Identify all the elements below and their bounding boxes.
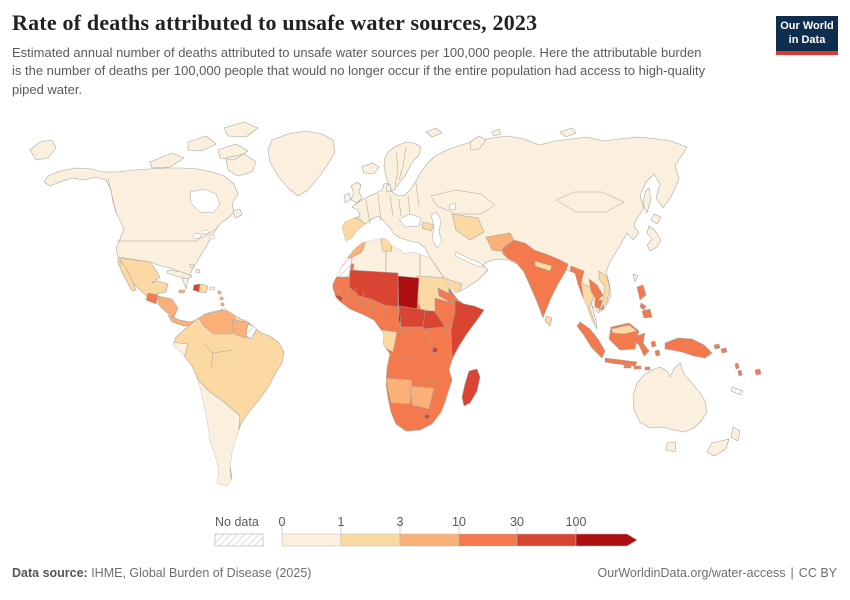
region-madagascar[interactable] [461,368,481,407]
legend-bin-5-arrow[interactable] [575,533,638,547]
legend-tick-3: 10 [452,515,466,529]
legend-bin-3[interactable] [458,533,518,547]
region-australia[interactable] [632,362,708,433]
legend-no-data-swatch [214,533,264,547]
region-cuba[interactable] [166,269,193,280]
region-alaska-wrap[interactable] [29,139,57,161]
great-lakes [192,229,216,240]
north-america-borders [107,177,220,242]
license-link[interactable]: CC BY [798,566,837,580]
region-venezuela[interactable] [196,309,237,335]
region-lesser-antilles[interactable] [217,290,225,307]
region-guatemala[interactable] [145,292,159,305]
region-philippines[interactable] [636,284,653,319]
legend-tick-1: 1 [338,515,345,529]
data-source-text: IHME, Global Burden of Disease (2025) [87,566,312,580]
footer-separator: | [790,566,794,580]
region-greenland[interactable] [267,130,336,197]
region-new-zealand[interactable] [706,426,741,457]
data-source: Data source: IHME, Global Burden of Dise… [12,566,311,580]
region-svalbard[interactable] [425,127,443,138]
eurasia-borders [365,182,625,225]
persian-gulf [454,251,485,268]
region-new-guinea[interactable] [664,337,713,359]
region-uk[interactable] [350,181,363,204]
legend-tick-5: 100 [566,515,587,529]
region-vietnam[interactable] [598,270,611,312]
hudson-bay [189,188,221,214]
region-taiwan[interactable] [632,273,639,283]
region-denmark[interactable] [385,183,392,193]
region-tasmania[interactable] [665,441,677,453]
legend-tick-0: 0 [279,515,286,529]
region-java[interactable] [604,357,638,367]
legend-no-data-label: No data [215,515,259,529]
region-central-asia[interactable] [451,213,485,241]
region-fiji[interactable] [754,368,762,376]
region-nepal[interactable] [534,260,553,272]
region-newfoundland[interactable] [232,208,243,219]
region-lesser-sunda[interactable] [623,364,651,371]
region-burundi[interactable] [431,346,439,354]
chart-title: Rate of deaths attributed to unsafe wate… [12,10,538,35]
region-bahamas[interactable] [189,263,201,274]
caspian-sea [430,211,443,249]
region-japan[interactable] [646,213,662,252]
region-namibia[interactable] [384,377,413,405]
region-honduras-nicaragua[interactable] [157,295,179,318]
legend-bin-4[interactable] [516,533,577,547]
region-lesotho[interactable] [423,413,431,420]
chart-subtitle: Estimated annual number of deaths attrib… [12,45,706,97]
region-new-caledonia[interactable] [730,386,744,396]
region-central-african-republic[interactable] [398,305,426,328]
region-azerbaijan[interactable] [421,221,435,232]
owid-logo-line2: in Data [788,33,826,46]
region-borneo-malaysia[interactable] [610,324,638,335]
region-puerto-rico[interactable] [209,286,216,291]
region-jamaica[interactable] [178,289,186,294]
region-sri-lanka[interactable] [544,315,553,327]
region-new-siberian[interactable] [559,127,577,138]
legend-bin-2[interactable] [399,533,460,547]
legend-tick-2: 3 [397,515,404,529]
region-vanuatu[interactable] [734,362,743,377]
region-scandinavia[interactable] [383,141,422,192]
region-novaya-zemlya[interactable] [469,135,487,151]
owid-url-link[interactable]: OurWorldinData.org/water-access [597,566,786,580]
region-sakhalin[interactable] [642,187,652,214]
region-somalia[interactable] [450,299,484,359]
region-iceland[interactable] [361,162,380,175]
data-source-label: Data source: [12,566,88,580]
africa-borders [346,284,452,385]
south-america-borders [203,343,234,370]
region-baja[interactable] [119,259,137,292]
footer-links: OurWorldinData.org/water-access | CC BY [598,566,837,580]
legend-tick-4: 30 [510,515,524,529]
region-sumatra[interactable] [576,321,606,359]
region-dominican-republic[interactable] [198,283,209,294]
region-severnaya[interactable] [491,128,502,137]
region-india[interactable] [501,240,569,318]
region-laos[interactable] [588,278,604,302]
region-botswana[interactable] [409,385,435,410]
owid-logo-line1: Our World [780,20,834,32]
region-sulawesi[interactable] [634,332,650,357]
scandinavia-borders [394,146,407,188]
region-arctic-islands[interactable] [149,121,259,177]
chart-header: Rate of deaths attributed to unsafe wate… [12,10,762,99]
legend-bin-1[interactable] [340,533,401,547]
region-western-sahara[interactable] [331,257,353,278]
region-solomon-islands[interactable] [713,343,728,354]
aral-sea [448,202,457,211]
legend-bin-0[interactable] [281,533,342,547]
black-sea [398,213,422,228]
owid-logo[interactable]: Our World in Data [776,16,838,55]
map-legend: No data 0 1 3 10 30 100 [214,515,638,547]
region-moluccas[interactable] [650,340,661,357]
region-ireland[interactable] [343,192,352,204]
